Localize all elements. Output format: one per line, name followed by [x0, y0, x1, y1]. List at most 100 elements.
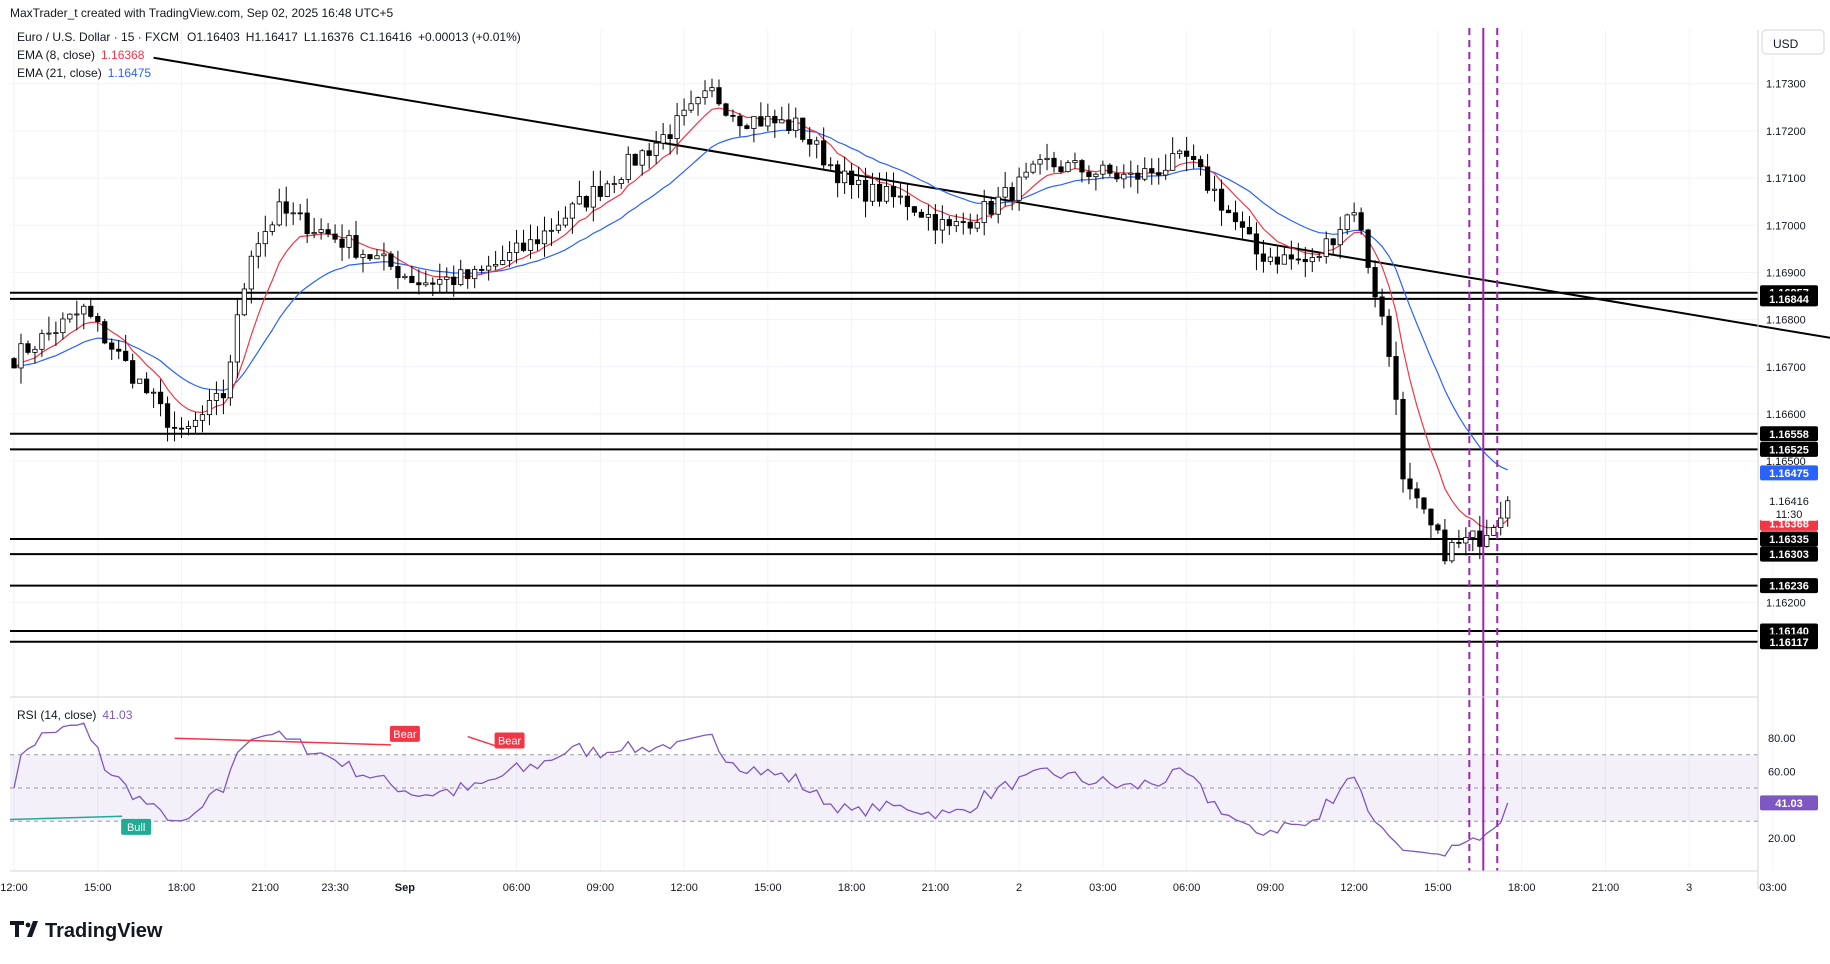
time-tick-label: 12:00	[0, 882, 28, 894]
currency-box[interactable]	[1761, 29, 1825, 55]
candle-body-down	[388, 253, 394, 267]
candle-body-up	[1505, 500, 1511, 519]
candle	[1260, 239, 1267, 273]
candle-body-down	[932, 214, 938, 231]
high-value: 1.16417	[254, 30, 298, 44]
candle-body-up	[206, 400, 213, 416]
price-tick-label: 1.17000	[1766, 220, 1806, 232]
candle	[1442, 519, 1448, 565]
candle-body-down	[1079, 160, 1085, 173]
candle	[1156, 157, 1162, 185]
candle	[1079, 159, 1085, 183]
candle-body-up	[1498, 517, 1504, 528]
rsi-signal-box	[494, 732, 525, 749]
ema8-legend[interactable]: EMA (8, close) 1.16368	[17, 48, 145, 62]
candle	[318, 218, 324, 240]
horizontal-levels[interactable]	[10, 291, 1758, 643]
rsi-signal-bull: Bull	[121, 818, 152, 835]
candle	[1428, 508, 1434, 539]
candle	[527, 224, 534, 259]
candle-body-down	[862, 179, 869, 202]
candle	[11, 357, 17, 369]
candle	[869, 172, 876, 206]
candle	[1065, 160, 1071, 173]
candle	[227, 354, 233, 406]
price-tag-text: 1.16368	[1769, 518, 1809, 530]
candle-body-down	[395, 266, 401, 279]
time-tick-label: 23:30	[321, 882, 349, 894]
price-tag-box	[1760, 291, 1818, 307]
trendline[interactable]	[153, 56, 1830, 362]
candle-body-up	[883, 186, 890, 202]
candle-body-down	[1198, 159, 1204, 168]
price-tag-box	[1760, 426, 1818, 442]
candle-body-down	[1191, 156, 1197, 160]
candle-body-up	[1316, 256, 1322, 258]
ema21-legend[interactable]: EMA (21, close) 1.16475	[17, 66, 151, 80]
rsi-tick-label: 60.00	[1768, 766, 1796, 778]
candle	[1198, 155, 1204, 176]
currency-label[interactable]: USD	[1773, 37, 1799, 51]
ema21-line	[13, 128, 1508, 471]
candle-body-down	[758, 116, 764, 127]
rsi-legend[interactable]: RSI (14, close) 41.03	[17, 708, 133, 722]
candle-body-up	[527, 239, 534, 251]
candle	[618, 177, 624, 189]
candle-body-down	[116, 348, 122, 352]
candle	[534, 226, 541, 251]
candle-body-down	[339, 238, 345, 248]
candle-body-up	[32, 348, 38, 353]
candle-body-up	[625, 153, 631, 180]
vertical-markers[interactable]	[1468, 28, 1499, 871]
candle	[988, 196, 994, 219]
candle-body-down	[171, 426, 178, 429]
candle	[918, 209, 925, 218]
candle	[709, 78, 715, 98]
candle	[555, 210, 562, 234]
candle	[199, 405, 206, 433]
candle-body-up	[402, 275, 408, 279]
candle-body-up	[499, 260, 506, 265]
candle	[1191, 144, 1197, 169]
open-label: O	[187, 30, 196, 44]
candle-body-up	[458, 269, 464, 285]
candle-body-down	[800, 117, 806, 140]
candle-body-up	[276, 201, 282, 226]
candle	[1323, 231, 1329, 264]
price-tag: 1.16844	[1760, 291, 1818, 307]
candle	[1449, 537, 1455, 564]
axes: 1.17300 1.17200 1.17100 1.17000 1.16900 1.168…	[0, 29, 1825, 894]
candle-body-down	[988, 201, 994, 215]
candle-body-down	[946, 219, 952, 227]
time-tick-label: 21:00	[1592, 882, 1620, 894]
candle	[1211, 175, 1218, 202]
candle-body-up	[248, 255, 254, 290]
trendline-group[interactable]	[153, 56, 1830, 362]
last-price-box	[1760, 491, 1818, 521]
candle	[1184, 136, 1190, 172]
close-value: 1.16416	[369, 30, 413, 44]
candle-body-up	[486, 265, 492, 271]
candle	[1302, 247, 1308, 278]
candle-body-down	[1107, 164, 1113, 174]
ohlc-legend: Euro / U.S. Dollar · 15 · FXCM O1.16403 H1…	[17, 30, 521, 44]
candle-body-down	[835, 164, 841, 184]
candle	[611, 175, 617, 194]
candle-body-up	[1491, 527, 1497, 536]
candle	[981, 189, 987, 236]
candle-body-down	[1225, 209, 1232, 214]
candle	[1177, 149, 1183, 159]
candle	[1407, 462, 1413, 500]
time-tick-label: 18:00	[168, 882, 196, 894]
candle-body-down	[1184, 150, 1190, 157]
candle-body-up	[1267, 256, 1273, 262]
candle	[1484, 519, 1490, 548]
candle	[388, 251, 394, 270]
rsi-signals: Bear Bear Bull	[9, 725, 525, 835]
candle-body-up	[1163, 169, 1169, 176]
candle-body-up	[695, 97, 701, 105]
candle	[276, 188, 282, 227]
candle	[116, 340, 122, 360]
candle-body-up	[60, 318, 66, 334]
